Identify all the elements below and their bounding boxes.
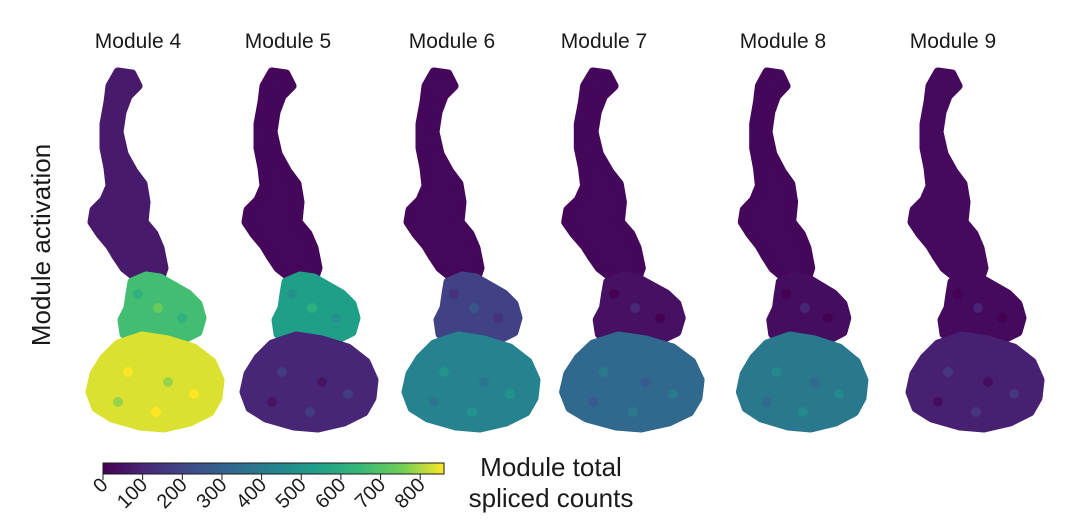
embedding-upper-region [912,72,984,282]
cell-point [163,377,173,387]
cell-point [823,313,833,323]
colorbar-tick-label: 0 [89,474,112,497]
colorbar-tick-label: 100 [113,474,152,513]
embedding-upper-region [92,72,164,282]
cell-point [123,367,133,377]
panel-title: Module 5 [245,30,331,53]
cell-point [1009,389,1019,399]
embedding-upper-region [246,72,318,282]
cell-point [997,313,1007,323]
panels: Module 4 Module 5 Module 6 Module 7 Module 8… [90,30,1040,428]
cell-point [287,289,297,299]
cell-point [971,407,981,417]
colorbar-title-line2: spliced counts [469,483,634,513]
cell-point [953,289,963,299]
panel-title: Module 4 [95,30,182,53]
cell-point [133,289,143,299]
embedding-upper-region [742,72,810,282]
panel-4: Module 4 [90,30,220,428]
cell-point [493,313,503,323]
panel-8: Module 8 [740,30,864,428]
embedding-upper-region [408,72,480,282]
embedding-upper-region [566,72,642,282]
panel-title: Module 9 [910,30,996,53]
cell-point [609,289,619,299]
cell-point [331,313,341,323]
cell-point [599,367,609,377]
cell-point [343,389,353,399]
cell-point [943,367,953,377]
colorbar-tick-label: 200 [153,474,192,513]
cell-point [588,397,598,407]
cell-point [449,289,459,299]
cell-point [189,389,199,399]
cell-point [153,303,163,313]
cell-point [177,313,187,323]
cell-point [983,377,993,387]
cell-point [762,397,772,407]
cell-point [151,407,161,417]
cell-point [439,367,449,377]
colorbar-tick-label: 700 [351,474,390,513]
cell-point [641,377,651,387]
panel-9: Module 9 [910,30,1040,428]
cell-point [429,397,439,407]
colorbar: 0 100 200 300 400 500 600 700 800 Module total s… [89,452,633,513]
cell-point [467,407,477,417]
cell-point [655,313,665,323]
panel-7: Module 7 [561,30,700,428]
colorbar-ticks: 0 100 200 300 400 500 600 700 800 [89,474,430,513]
colorbar-tick-label: 300 [192,474,231,513]
cell-point [834,389,844,399]
cell-point [630,303,640,313]
cell-point [469,303,479,313]
cell-point [973,303,983,313]
colorbar-title-line1: Module total [480,452,622,482]
cell-point [305,407,315,417]
colorbar-tick-label: 600 [311,474,350,513]
cell-point [307,303,317,313]
cell-point [317,377,327,387]
cell-point [479,377,489,387]
cell-point [798,407,808,417]
cell-point [800,303,810,313]
panel-title: Module 6 [409,30,495,53]
panel-title: Module 8 [740,30,826,53]
cell-point [628,407,638,417]
cell-point [933,397,943,407]
panel-5: Module 5 [244,30,374,428]
colorbar-gradient [103,463,444,474]
colorbar-tick-label: 500 [272,474,311,513]
cell-point [113,397,123,407]
colorbar-tick-label: 400 [232,474,271,513]
panel-6: Module 6 [406,30,536,428]
cell-point [781,289,791,299]
colorbar-tick-label: 800 [391,474,430,513]
cell-point [668,389,678,399]
cell-point [772,367,782,377]
cell-point [277,367,287,377]
cell-point [267,397,277,407]
y-axis-label: Module activation [26,144,56,346]
panel-title: Module 7 [561,30,647,53]
cell-point [505,389,515,399]
cell-point [810,377,820,387]
